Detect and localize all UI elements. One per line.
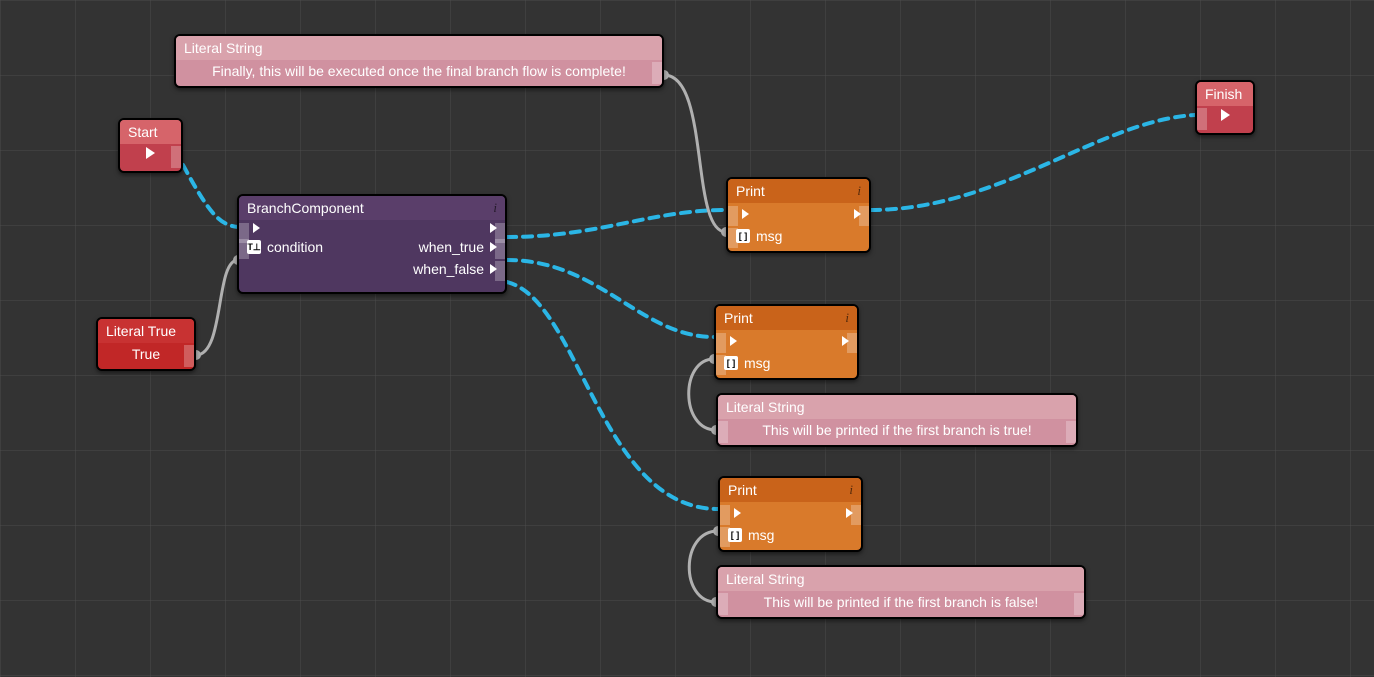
msg-label: msg	[748, 527, 774, 543]
edge[interactable]	[871, 115, 1195, 210]
play-icon	[742, 209, 749, 219]
edge[interactable]	[507, 260, 714, 337]
info-icon[interactable]: i	[845, 310, 849, 326]
value-row: True	[98, 343, 194, 365]
node-print-1[interactable]: Print i [ ] msg	[726, 177, 871, 253]
node-literal-string-bot[interactable]: Literal String This will be printed if t…	[716, 565, 1086, 619]
out-port[interactable]	[652, 62, 662, 84]
out-port[interactable]	[1066, 421, 1076, 443]
in-port[interactable]	[1197, 108, 1207, 130]
node-title: Print i	[716, 306, 857, 330]
in-msg-port[interactable]	[728, 228, 738, 248]
out-exec-port[interactable]	[859, 206, 869, 226]
edge[interactable]	[507, 282, 718, 509]
print-title: Print	[728, 482, 757, 498]
value-row: This will be printed if the first branch…	[718, 591, 1084, 613]
in-msg-port[interactable]	[716, 355, 726, 375]
out-port[interactable]	[171, 146, 181, 168]
edge[interactable]	[689, 359, 716, 430]
literal-string-value: Finally, this will be executed once the …	[212, 63, 626, 79]
play-icon	[1221, 109, 1230, 121]
print-title: Print	[724, 310, 753, 326]
info-icon[interactable]: i	[857, 183, 861, 199]
node-title: Literal String	[718, 567, 1084, 591]
out-port[interactable]	[718, 421, 728, 443]
node-literal-string-top[interactable]: Literal String Finally, this will be exe…	[174, 34, 664, 88]
out-exec-port[interactable]	[851, 505, 861, 525]
node-start[interactable]: Start	[118, 118, 183, 173]
bool-icon: T⊥	[247, 240, 261, 254]
start-label: Start	[128, 124, 158, 140]
when-false-label: when_false	[413, 261, 484, 277]
when-true-label: when_true	[419, 239, 484, 255]
play-icon	[253, 223, 260, 233]
in-condition-port[interactable]	[239, 239, 249, 259]
play-icon	[734, 508, 741, 518]
edge[interactable]	[664, 75, 726, 232]
literal-true-value: True	[132, 346, 160, 362]
edge[interactable]	[507, 210, 726, 237]
out-false-port[interactable]	[495, 261, 505, 281]
node-title: BranchComponent i	[239, 196, 505, 220]
out-port[interactable]	[1074, 593, 1084, 615]
out-true-port[interactable]	[495, 239, 505, 259]
literal-string-value: This will be printed if the first branch…	[764, 594, 1039, 610]
literal-string-title: Literal String	[726, 571, 805, 587]
node-title: Finish	[1197, 82, 1253, 106]
exec-row	[239, 220, 505, 236]
node-title: Print i	[728, 179, 869, 203]
exec-row	[720, 502, 861, 524]
print-title: Print	[736, 183, 765, 199]
literal-string-title: Literal String	[184, 40, 263, 56]
edge[interactable]	[183, 165, 238, 227]
msg-row: [ ] msg	[720, 524, 861, 546]
branch-title: BranchComponent	[247, 200, 364, 216]
literal-string-title: Literal String	[726, 399, 805, 415]
edge[interactable]	[196, 260, 238, 355]
play-icon	[730, 336, 737, 346]
info-icon[interactable]: i	[849, 482, 853, 498]
play-icon	[146, 147, 155, 159]
string-icon: [ ]	[728, 528, 742, 542]
string-icon: [ ]	[724, 356, 738, 370]
node-title: Start	[120, 120, 181, 144]
when-false-row: when_false	[239, 258, 505, 280]
finish-label: Finish	[1205, 86, 1242, 102]
info-icon[interactable]: i	[493, 200, 497, 216]
node-title: Literal True	[98, 319, 194, 343]
in-exec-port[interactable]	[716, 333, 726, 353]
exec-row	[728, 203, 869, 225]
out-port[interactable]	[718, 593, 728, 615]
node-print-3[interactable]: Print i [ ] msg	[718, 476, 863, 552]
node-print-2[interactable]: Print i [ ] msg	[714, 304, 859, 380]
msg-row: [ ] msg	[716, 352, 857, 374]
msg-label: msg	[756, 228, 782, 244]
condition-row: T⊥ condition when_true	[239, 236, 505, 258]
literal-true-title: Literal True	[106, 323, 176, 339]
exec-row	[120, 144, 181, 162]
out-exec-port[interactable]	[847, 333, 857, 353]
string-icon: [ ]	[736, 229, 750, 243]
value-row: This will be printed if the first branch…	[718, 419, 1076, 441]
exec-row	[1197, 106, 1253, 124]
value-row: Finally, this will be executed once the …	[176, 60, 662, 82]
node-branch[interactable]: BranchComponent i T⊥ condition when_true…	[237, 194, 507, 294]
node-title: Print i	[720, 478, 861, 502]
in-exec-port[interactable]	[720, 505, 730, 525]
node-literal-string-mid[interactable]: Literal String This will be printed if t…	[716, 393, 1078, 447]
msg-row: [ ] msg	[728, 225, 869, 247]
in-exec-port[interactable]	[728, 206, 738, 226]
condition-label: condition	[267, 239, 323, 255]
out-port[interactable]	[184, 345, 194, 367]
edge-layer	[0, 0, 1374, 677]
node-finish[interactable]: Finish	[1195, 80, 1255, 135]
literal-string-value: This will be printed if the first branch…	[762, 422, 1031, 438]
exec-row	[716, 330, 857, 352]
edge[interactable]	[689, 531, 718, 602]
node-literal-true[interactable]: Literal True True	[96, 317, 196, 371]
node-title: Literal String	[176, 36, 662, 60]
node-title: Literal String	[718, 395, 1076, 419]
in-msg-port[interactable]	[720, 527, 730, 547]
msg-label: msg	[744, 355, 770, 371]
